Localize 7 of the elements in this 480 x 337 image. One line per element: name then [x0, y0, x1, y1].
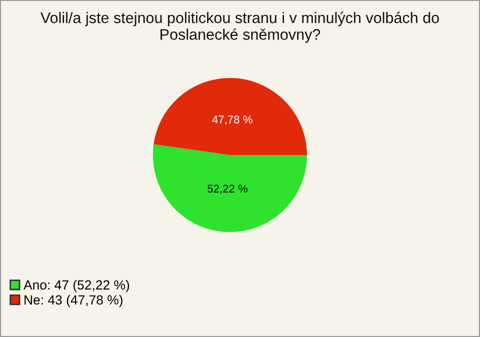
pie-slice: [154, 78, 307, 156]
chart-title: Volil/a jste stejnou politickou stranu i v minulých volbách do Poslanecké sněmovny?: [40, 12, 439, 43]
pie-slice: [152, 144, 307, 232]
legend-label: Ne: 43 (47,78 %): [24, 294, 122, 308]
legend-label: Ano: 47 (52,22 %): [24, 280, 130, 292]
data-label: 47,78 %: [212, 116, 252, 125]
data-label: 52,22 %: [208, 184, 248, 194]
